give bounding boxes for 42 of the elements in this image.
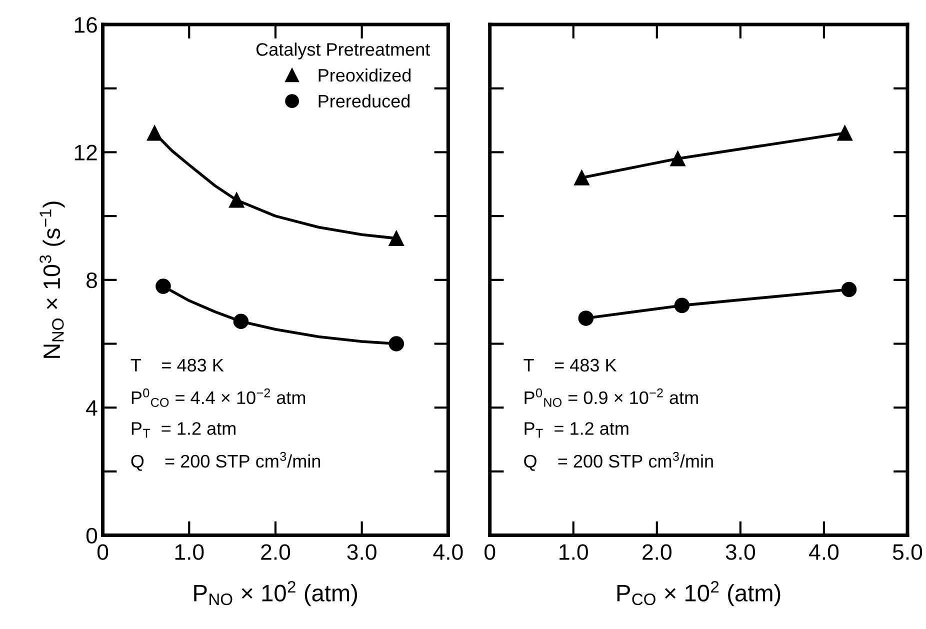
x-tick-label: 0 (97, 544, 108, 560)
x-tick-label: 2.0 (261, 544, 290, 560)
point (670, 150, 686, 166)
point (228, 192, 244, 208)
y-tick-label: 4 (86, 400, 98, 416)
x-axis-title: P$_{NO}$ × 10$^{2}$ (atm) (194, 580, 358, 606)
x-tick-label: 4.0 (433, 544, 463, 560)
y-tick-label: 12 (74, 144, 97, 160)
annotation: Q = 200 STP cm$^{3}$/min (524, 452, 713, 471)
x-tick-label: 1.0 (560, 544, 588, 560)
legend-label: Prereduced (318, 94, 410, 108)
x-tick-label: 2.0 (642, 544, 672, 560)
point (674, 298, 690, 314)
point (574, 170, 590, 186)
point (841, 282, 857, 298)
x-axis-title: P$_{CO}$ × 10$^{2}$ (atm) (617, 580, 780, 606)
x-tick-label: 5.0 (892, 544, 922, 560)
annotation: Q = 200 STP cm$^{3}$/min (131, 452, 320, 471)
point (156, 278, 171, 294)
legend-label: Preoxidized (318, 68, 411, 82)
y-tick-label: 0 (86, 528, 98, 544)
y-tick-label: 8 (86, 272, 97, 288)
x-tick-label: 4.0 (809, 544, 839, 560)
point (388, 336, 404, 352)
annotation: P$^{0}$$_{NO}$ = 0.9 × 10$^{−2}$ atm (524, 388, 698, 407)
y-axis-title: N$_{NO}$ × 10$^{3}$ (s$^{−1}$) (40, 202, 65, 358)
point (578, 310, 594, 326)
x-tick-label: 3.0 (726, 544, 756, 560)
annotation: P$^{0}$$_{CO}$ = 4.4 × 10$^{−2}$ atm (132, 388, 306, 407)
x-tick-label: 1.0 (175, 544, 204, 560)
x-tick-label: 3.0 (347, 544, 376, 560)
point (233, 314, 249, 330)
point (146, 125, 162, 141)
annotation: T = 483 K (524, 358, 617, 372)
legend-title: Catalyst Pretreatment (256, 42, 430, 60)
point (388, 230, 404, 246)
annotation: P$_{T}$ = 1.2 atm (524, 422, 628, 438)
y-tick-label: 16 (74, 17, 97, 33)
x-tick-label: 0 (484, 544, 496, 560)
point (837, 125, 852, 141)
annotation: T = 483 K (130, 358, 224, 372)
annotation: P$_{T}$ = 1.2 atm (132, 422, 236, 438)
